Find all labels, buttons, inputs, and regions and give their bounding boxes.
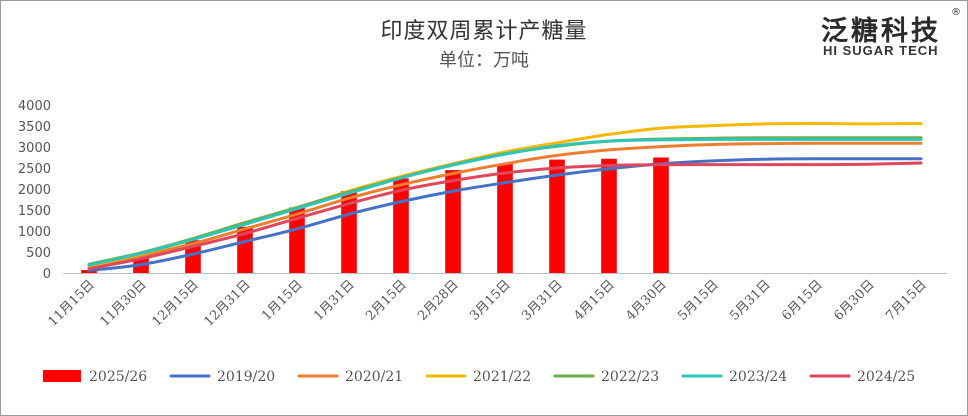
- x-tick-label: 4月30日: [623, 277, 670, 324]
- legend-label: 2023/24: [729, 369, 787, 385]
- x-tick-label: 11月15日: [45, 277, 97, 329]
- brand-logo: 泛糖科技 ® HI SUGAR TECH: [821, 7, 961, 65]
- bar: [549, 159, 565, 273]
- x-tick-label: 12月31日: [201, 277, 253, 329]
- y-tick-label: 1000: [18, 225, 51, 240]
- legend-label: 2024/25: [857, 369, 915, 385]
- series-line: [87, 141, 923, 269]
- chart-subtitle: 单位：万吨: [439, 50, 529, 71]
- x-tick-label: 5月15日: [675, 277, 722, 324]
- y-tick-label: 4000: [18, 99, 51, 114]
- y-tick-label: 2500: [18, 162, 51, 177]
- y-tick-label: 3000: [18, 141, 51, 156]
- y-tick-label: 2000: [18, 183, 51, 198]
- x-tick-label: 2月28日: [415, 277, 462, 324]
- x-tick-label: 2月15日: [363, 277, 410, 324]
- logo-english-text: HI SUGAR TECH: [823, 43, 939, 58]
- bar: [237, 226, 253, 273]
- bar: [445, 170, 461, 273]
- x-tick-label: 1月31日: [311, 277, 358, 324]
- x-tick-label: 11月30日: [97, 277, 149, 329]
- y-tick-label: 500: [26, 246, 51, 261]
- legend-label: 2025/26: [89, 369, 147, 385]
- x-tick-label: 1月15日: [259, 277, 306, 324]
- series-line: [87, 157, 923, 272]
- x-tick-label: 3月31日: [519, 277, 566, 324]
- x-tick-label: 3月15日: [467, 277, 514, 324]
- y-tick-label: 1500: [18, 204, 51, 219]
- bar: [601, 158, 617, 273]
- bar: [289, 207, 305, 273]
- bar: [653, 157, 669, 273]
- x-tick-label: 7月15日: [883, 277, 930, 324]
- y-tick-label: 0: [43, 267, 51, 282]
- chart-title: 印度双周累计产糖量: [380, 19, 588, 44]
- x-tick-label: 6月30日: [831, 277, 878, 324]
- legend-label: 2021/22: [473, 369, 531, 385]
- series-line: [87, 161, 923, 271]
- x-tick-label: 12月15日: [149, 277, 201, 329]
- series-line: [87, 137, 923, 267]
- legend-label: 2022/23: [601, 369, 659, 385]
- legend-label: 2019/20: [217, 369, 275, 385]
- bar: [341, 191, 357, 273]
- bar: [497, 163, 513, 273]
- legend-label: 2020/21: [345, 369, 403, 385]
- registered-mark: ®: [951, 7, 961, 18]
- x-tick-label: 5月31日: [727, 277, 774, 324]
- y-tick-label: 3500: [18, 120, 51, 135]
- x-tick-label: 6月15日: [779, 277, 826, 324]
- logo-chinese-text: 泛糖科技: [821, 16, 941, 47]
- x-tick-label: 4月15日: [571, 277, 618, 324]
- legend-swatch-bar: [43, 370, 81, 382]
